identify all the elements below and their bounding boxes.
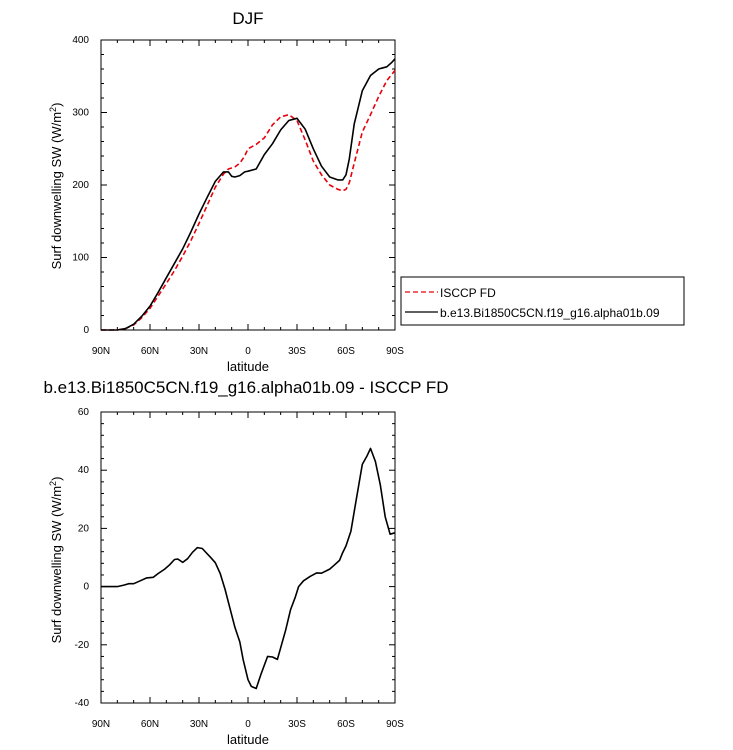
x-tick-label: 90S bbox=[386, 719, 404, 730]
series-group bbox=[101, 58, 396, 331]
plot-frame bbox=[100, 411, 396, 704]
legend-box bbox=[400, 276, 685, 326]
series-line-isccp bbox=[101, 69, 396, 331]
y-tick-label: 100 bbox=[72, 253, 89, 264]
x-tick-label: 30N bbox=[190, 346, 208, 357]
y-tick-label: 40 bbox=[78, 465, 90, 476]
y-axis-label-main: Surf downwelling SW (W/m bbox=[49, 486, 64, 643]
chart-title: DJF bbox=[232, 9, 263, 28]
y-axis-label: Surf downwelling SW (W/m2) bbox=[48, 477, 64, 644]
y-tick-label: -20 bbox=[75, 640, 90, 651]
legend: ISCCP FD b.e13.Bi1850C5CN.f19_g16.alpha0… bbox=[400, 276, 685, 326]
plot-frame bbox=[100, 39, 396, 331]
x-tick-label: 60S bbox=[337, 346, 355, 357]
series-line-model bbox=[101, 58, 396, 331]
x-tick-label: 90N bbox=[92, 346, 110, 357]
legend-label-isccp: ISCCP FD bbox=[440, 286, 496, 300]
y-tick-label: 200 bbox=[72, 180, 89, 191]
x-tick-label: 60S bbox=[337, 719, 355, 730]
x-tick-label: 90S bbox=[386, 346, 404, 357]
x-tick-label: 30N bbox=[190, 719, 208, 730]
y-tick-label: 60 bbox=[78, 407, 90, 418]
y-axis-label-sup: 2 bbox=[48, 481, 58, 486]
x-tick-label: 60N bbox=[141, 719, 159, 730]
y-axis-label: Surf downwelling SW (W/m2) bbox=[48, 103, 64, 270]
x-tick-label: 0 bbox=[245, 346, 251, 357]
series-line-difference bbox=[101, 447, 396, 690]
x-tick-label: 90N bbox=[92, 719, 110, 730]
ticks: 90N 60N 30N 0 30S 60S 90S -40 -20 0 20 40 60 bbox=[75, 407, 405, 730]
x-tick-label: 30S bbox=[288, 719, 306, 730]
x-axis-label: latitude bbox=[227, 732, 269, 747]
y-axis-label-tail: ) bbox=[49, 103, 64, 107]
x-tick-label: 0 bbox=[245, 719, 251, 730]
y-tick-label: 20 bbox=[78, 523, 90, 534]
y-axis-label-sup: 2 bbox=[48, 107, 58, 112]
series-group bbox=[101, 447, 396, 690]
x-tick-label: 30S bbox=[288, 346, 306, 357]
y-tick-label: 0 bbox=[83, 582, 89, 593]
y-axis-label-tail: ) bbox=[49, 477, 64, 481]
y-tick-label: 0 bbox=[83, 325, 89, 336]
top-panel: DJF 90N 60N 30N 0 30S 60S 90S 0 100 200 300 400 lat… bbox=[48, 9, 404, 374]
x-axis-label: latitude bbox=[227, 359, 269, 374]
y-axis-label-main: Surf downwelling SW (W/m bbox=[49, 112, 64, 269]
x-tick-label: 60N bbox=[141, 346, 159, 357]
chart-title: b.e13.Bi1850C5CN.f19_g16.alpha01b.09 - I… bbox=[43, 378, 448, 397]
y-tick-label: 400 bbox=[72, 35, 89, 46]
y-tick-label: 300 bbox=[72, 108, 89, 119]
ticks: 90N 60N 30N 0 30S 60S 90S 0 100 200 300 400 bbox=[72, 35, 404, 357]
y-tick-label: -40 bbox=[75, 698, 90, 709]
legend-label-model: b.e13.Bi1850C5CN.f19_g16.alpha01b.09 bbox=[440, 306, 660, 320]
bottom-panel: b.e13.Bi1850C5CN.f19_g16.alpha01b.09 - I… bbox=[43, 378, 448, 747]
